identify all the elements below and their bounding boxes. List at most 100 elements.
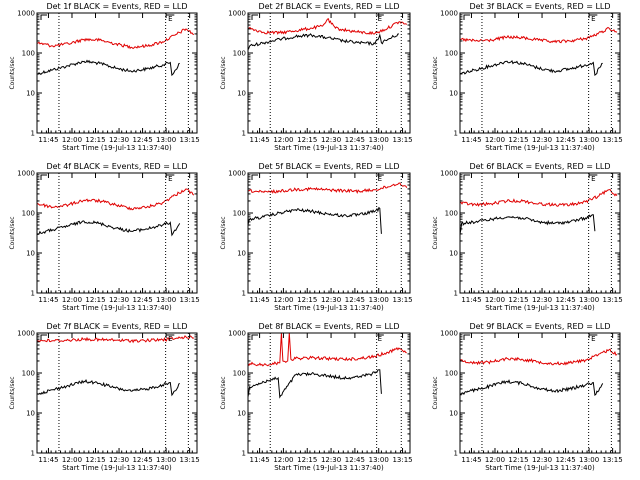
y-axis-label: Counts/sec bbox=[432, 56, 439, 89]
y-tick-label: 10 bbox=[26, 410, 35, 418]
panel-title: Det 5f BLACK = Events, RED = LLD bbox=[258, 162, 399, 171]
marker-label: E bbox=[168, 15, 172, 23]
x-tick-label: 12:45 bbox=[345, 136, 365, 144]
x-tick-label: 12:30 bbox=[109, 296, 129, 304]
x-tick-label: 12:15 bbox=[297, 136, 317, 144]
panel-title: Det 9f BLACK = Events, RED = LLD bbox=[469, 322, 610, 331]
y-tick-label: 100 bbox=[233, 50, 246, 58]
panel-det-4: Det 4f BLACK = Events, RED = LLD E 1 10 100 1… bbox=[9, 162, 200, 312]
panel-det-1: Det 1f BLACK = Events, RED = LLD E 1 10 100 1… bbox=[9, 2, 200, 152]
x-tick-label: 13:00 bbox=[369, 296, 389, 304]
x-tick-label: 13:00 bbox=[579, 296, 599, 304]
x-tick-label: 11:45 bbox=[461, 456, 481, 464]
start-bracket bbox=[251, 174, 258, 180]
x-tick-label: 13:15 bbox=[603, 136, 623, 144]
panel-det-9: Det 9f BLACK = Events, RED = LLD E 1 10 100 1… bbox=[432, 322, 623, 472]
x-axis-label: Start Time (19-Jul-13 11:37:40) bbox=[62, 144, 172, 152]
y-tick-label: 10 bbox=[26, 250, 35, 258]
y-tick-label: 1000 bbox=[228, 10, 246, 18]
events-series-line bbox=[37, 59, 180, 77]
panel-det-3: Det 3f BLACK = Events, RED = LLD E 1 10 100 1… bbox=[432, 2, 623, 152]
y-tick-label: 1 bbox=[454, 290, 458, 298]
x-tick-label: 12:45 bbox=[345, 456, 365, 464]
y-tick-label: 100 bbox=[233, 210, 246, 218]
x-tick-label: 12:30 bbox=[532, 136, 552, 144]
panel-det-7: Det 7f BLACK = Events, RED = LLD E 1 10 100 1… bbox=[9, 322, 200, 472]
x-tick-label: 12:30 bbox=[109, 456, 129, 464]
x-tick-label: 13:00 bbox=[156, 456, 176, 464]
x-tick-label: 13:15 bbox=[180, 296, 200, 304]
panel-title: Det 4f BLACK = Events, RED = LLD bbox=[46, 162, 187, 171]
marker-label: E bbox=[378, 335, 382, 343]
x-tick-label: 13:00 bbox=[369, 456, 389, 464]
x-axis-label: Start Time (19-Jul-13 11:37:40) bbox=[62, 464, 172, 472]
start-bracket bbox=[463, 14, 470, 20]
x-tick-label: 13:00 bbox=[579, 136, 599, 144]
plot-frame bbox=[459, 172, 621, 294]
y-tick-label: 1 bbox=[31, 290, 35, 298]
x-tick-label: 12:00 bbox=[273, 136, 293, 144]
x-tick-label: 12:15 bbox=[508, 136, 528, 144]
y-tick-label: 10 bbox=[449, 250, 458, 258]
y-tick-label: 1000 bbox=[17, 10, 35, 18]
x-tick-label: 13:15 bbox=[392, 136, 412, 144]
events-series-line bbox=[460, 214, 596, 234]
x-tick-label: 12:15 bbox=[508, 456, 528, 464]
x-tick-label: 12:15 bbox=[85, 296, 105, 304]
x-tick-label: 11:45 bbox=[38, 296, 58, 304]
y-tick-label: 1000 bbox=[228, 170, 246, 178]
marker-label: E bbox=[168, 175, 172, 183]
panel-title: Det 1f BLACK = Events, RED = LLD bbox=[46, 2, 187, 11]
y-axis-label: Counts/sec bbox=[432, 216, 439, 249]
start-bracket bbox=[463, 334, 470, 340]
plot-frame bbox=[247, 12, 411, 134]
x-tick-label: 13:15 bbox=[603, 456, 623, 464]
panel-title: Det 7f BLACK = Events, RED = LLD bbox=[46, 322, 187, 331]
x-tick-label: 12:45 bbox=[132, 456, 152, 464]
y-tick-label: 1 bbox=[454, 130, 458, 138]
x-tick-label: 12:45 bbox=[132, 136, 152, 144]
x-tick-label: 12:45 bbox=[345, 296, 365, 304]
x-axis-label: Start Time (19-Jul-13 11:37:40) bbox=[62, 304, 172, 312]
events-series-line bbox=[248, 369, 382, 399]
panel-title: Det 6f BLACK = Events, RED = LLD bbox=[469, 162, 610, 171]
y-tick-label: 1000 bbox=[17, 170, 35, 178]
x-tick-label: 12:30 bbox=[109, 136, 129, 144]
y-tick-label: 100 bbox=[22, 50, 35, 58]
y-tick-label: 1 bbox=[242, 290, 246, 298]
x-tick-label: 11:45 bbox=[461, 136, 481, 144]
y-tick-label: 1000 bbox=[17, 330, 35, 338]
y-axis-label: Counts/sec bbox=[9, 56, 16, 89]
events-series-line bbox=[248, 206, 382, 234]
x-tick-label: 13:15 bbox=[603, 296, 623, 304]
start-bracket bbox=[40, 334, 47, 340]
x-tick-label: 12:45 bbox=[555, 136, 575, 144]
y-tick-label: 10 bbox=[449, 90, 458, 98]
events-series-line bbox=[460, 379, 604, 397]
x-tick-label: 12:30 bbox=[532, 456, 552, 464]
marker-label: E bbox=[378, 175, 382, 183]
y-tick-label: 1 bbox=[242, 450, 246, 458]
x-tick-label: 13:00 bbox=[369, 136, 389, 144]
y-axis-label: Counts/sec bbox=[432, 376, 439, 409]
x-tick-label: 12:15 bbox=[297, 296, 317, 304]
lld-series-line bbox=[248, 182, 408, 195]
x-tick-label: 13:00 bbox=[156, 296, 176, 304]
lld-series-line bbox=[37, 28, 195, 50]
y-axis-label: Counts/sec bbox=[220, 216, 227, 249]
x-axis-label: Start Time (19-Jul-13 11:37:40) bbox=[274, 464, 384, 472]
events-series-line bbox=[37, 220, 181, 237]
y-tick-label: 100 bbox=[233, 370, 246, 378]
x-axis-label: Start Time (19-Jul-13 11:37:40) bbox=[274, 304, 384, 312]
x-tick-label: 12:00 bbox=[485, 456, 505, 464]
start-bracket bbox=[463, 174, 470, 180]
y-tick-label: 1000 bbox=[228, 330, 246, 338]
y-axis-label: Counts/sec bbox=[9, 376, 16, 409]
y-tick-label: 100 bbox=[445, 210, 458, 218]
panel-title: Det 2f BLACK = Events, RED = LLD bbox=[258, 2, 399, 11]
x-tick-label: 12:30 bbox=[321, 296, 341, 304]
y-tick-label: 100 bbox=[445, 50, 458, 58]
y-tick-label: 10 bbox=[26, 90, 35, 98]
x-tick-label: 12:45 bbox=[555, 296, 575, 304]
